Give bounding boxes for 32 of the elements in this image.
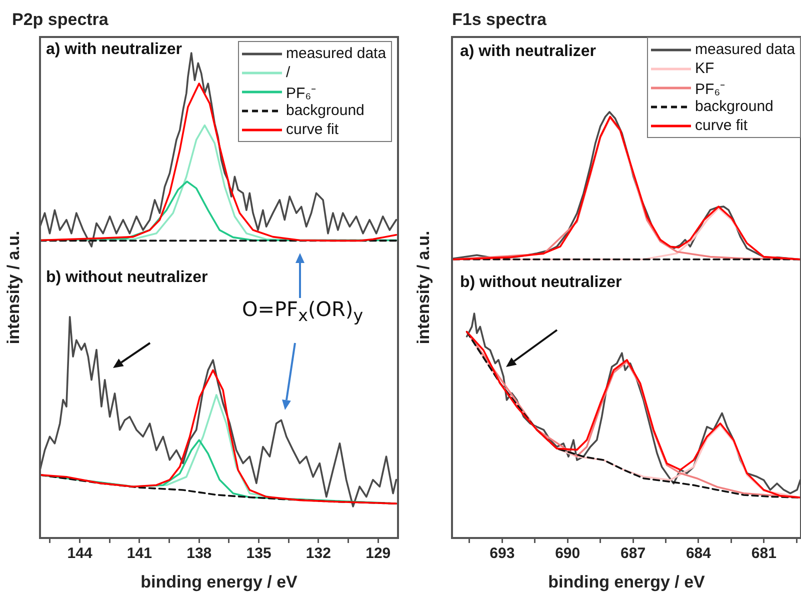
legend-label: background <box>695 98 774 115</box>
x-axis-title: binding energy / eV <box>548 572 706 592</box>
legend-label: curve fit <box>695 117 748 134</box>
x-tick-label: 141 <box>126 545 152 562</box>
legend-label: / <box>286 64 290 81</box>
x-tick-label: 129 <box>366 545 391 562</box>
legend-label: measured data <box>286 45 386 62</box>
legend-label: background <box>286 102 364 119</box>
x-tick-label: 687 <box>620 545 646 562</box>
legend-label: curve fit <box>286 121 339 138</box>
x-tick-label: 690 <box>555 545 580 562</box>
x-tick-label: 132 <box>306 545 331 562</box>
x-tick-label: 693 <box>490 545 515 562</box>
x-tick-label: 135 <box>246 545 272 562</box>
x-tick-label: 684 <box>686 545 712 562</box>
annotation: b) without neutralizer <box>460 274 622 292</box>
x-axis-title: binding energy / eV <box>140 572 298 592</box>
legend-label: measured data <box>695 41 796 58</box>
x-tick-label: 681 <box>751 545 776 562</box>
legend-label: PF₆⁻ <box>695 80 726 98</box>
chart-title: F1s spectra <box>452 10 548 30</box>
chart-title: P2p spectra <box>12 10 109 30</box>
annotation: b) without neutralizer <box>46 269 208 287</box>
y-axis-title: intensity / a.u. <box>4 230 23 344</box>
annotation: O=PF$_{x}$(OR)$_{y}$ <box>242 297 364 325</box>
y-axis-title: intensity / a.u. <box>414 230 433 344</box>
legend-label: PF₆⁻ <box>286 84 316 102</box>
x-tick-label: 138 <box>186 545 212 562</box>
annotation: a) with neutralizer <box>46 41 182 59</box>
text: a) with neutralizer <box>460 43 596 61</box>
legend-label: KF <box>695 60 714 77</box>
x-tick-label: 144 <box>67 545 93 562</box>
